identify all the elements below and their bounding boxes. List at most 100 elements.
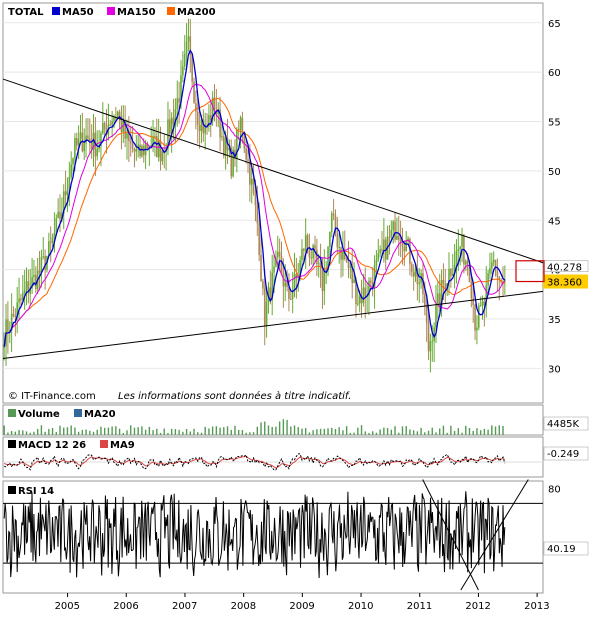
price-candle xyxy=(316,249,318,265)
price-candle xyxy=(330,213,333,232)
price-candle xyxy=(355,279,357,305)
price-candle xyxy=(70,164,72,178)
volume-value-label: 4485K xyxy=(543,416,589,431)
rsi-trendline xyxy=(422,479,479,591)
price-candle xyxy=(208,115,210,127)
price-candle xyxy=(150,145,153,147)
volume-bar xyxy=(431,427,433,435)
price-candle xyxy=(492,259,495,263)
price-candle xyxy=(338,246,340,248)
price-candle xyxy=(295,273,298,279)
volume-bar xyxy=(450,425,452,435)
price-candle xyxy=(370,280,372,283)
price-candle xyxy=(85,135,87,144)
price-candle xyxy=(323,270,326,291)
legend-swatch xyxy=(8,440,16,448)
price-tick-label: 30 xyxy=(548,364,561,375)
volume-bar xyxy=(100,426,102,435)
price-candle xyxy=(489,267,491,274)
price-candle xyxy=(241,117,244,138)
price-candle xyxy=(116,111,119,118)
price-candle xyxy=(68,177,71,191)
macd-legend: MACD 12 26 MA9 xyxy=(8,440,135,451)
price-candle xyxy=(343,251,346,259)
trendline xyxy=(2,290,544,360)
price-candle xyxy=(414,268,417,277)
price-candle xyxy=(189,36,192,55)
price-candle xyxy=(396,235,398,240)
volume-bar xyxy=(457,428,460,435)
price-candle xyxy=(258,223,260,255)
price-candle xyxy=(336,233,339,248)
volume-bar xyxy=(398,432,400,435)
price-candle xyxy=(57,211,59,219)
price-candle xyxy=(3,346,5,348)
price-candle xyxy=(115,117,117,119)
price-candle xyxy=(103,122,106,130)
price-candle xyxy=(170,117,173,134)
volume-bar xyxy=(282,419,285,435)
volume-bar xyxy=(126,430,128,435)
price-candle xyxy=(239,117,242,131)
price-candle xyxy=(392,221,394,230)
price-candle xyxy=(219,109,221,138)
volume-bar xyxy=(487,429,489,435)
price-candle xyxy=(362,287,365,304)
x-tick-label: 2010 xyxy=(348,601,373,612)
price-candle xyxy=(126,132,128,139)
price-candle xyxy=(180,75,182,103)
volume-bar xyxy=(141,426,143,435)
volume-bar xyxy=(66,427,69,435)
price-candle xyxy=(444,283,447,290)
price-tick-label: 35 xyxy=(548,315,561,326)
volume-bar xyxy=(476,428,478,435)
price-candle xyxy=(21,292,24,300)
macd-value-text: -0.249 xyxy=(547,449,579,460)
volume-bar xyxy=(18,430,20,435)
volume-bar xyxy=(386,428,389,435)
volume-bar xyxy=(435,432,437,435)
volume-bar xyxy=(275,426,277,435)
price-candle xyxy=(418,282,421,285)
price-candle xyxy=(44,256,46,270)
volume-bar xyxy=(278,421,281,435)
price-candle xyxy=(250,178,253,185)
price-candle xyxy=(62,191,65,214)
volume-bar xyxy=(345,426,348,435)
price-candle xyxy=(358,296,361,304)
volume-bar xyxy=(368,432,370,435)
rsi-panel-frame xyxy=(2,480,544,594)
volume-bar xyxy=(491,425,493,435)
price-candle xyxy=(7,319,9,333)
price-candle xyxy=(433,327,435,342)
price-candle xyxy=(278,251,281,257)
volume-bar xyxy=(226,426,229,435)
volume-bar xyxy=(241,430,244,435)
volume-bar xyxy=(390,429,393,435)
price-candle xyxy=(275,257,277,267)
price-candle xyxy=(483,301,486,306)
price-candle xyxy=(271,272,273,301)
volume-bar xyxy=(144,429,147,435)
volume-bar xyxy=(483,428,486,435)
price-y-axis: 3035404550556065 xyxy=(548,19,561,376)
price-candle xyxy=(146,144,149,148)
price-candle xyxy=(332,213,335,216)
volume-bar xyxy=(297,427,299,435)
volume-bar xyxy=(472,430,474,435)
price-candle xyxy=(25,281,28,290)
price-candle xyxy=(403,246,406,252)
volume-bar xyxy=(249,432,251,435)
volume-bar xyxy=(394,426,396,435)
volume-bar xyxy=(316,429,318,435)
legend-entry: Volume xyxy=(18,409,60,420)
volume-bar xyxy=(364,431,366,435)
price-candle xyxy=(131,143,134,149)
price-candle xyxy=(256,205,259,224)
price-candle xyxy=(243,137,246,149)
price-candle xyxy=(172,117,175,125)
volume-bar xyxy=(167,432,169,435)
volume-bar xyxy=(427,430,430,435)
price-candle xyxy=(427,322,430,352)
volume-bar xyxy=(59,425,61,435)
